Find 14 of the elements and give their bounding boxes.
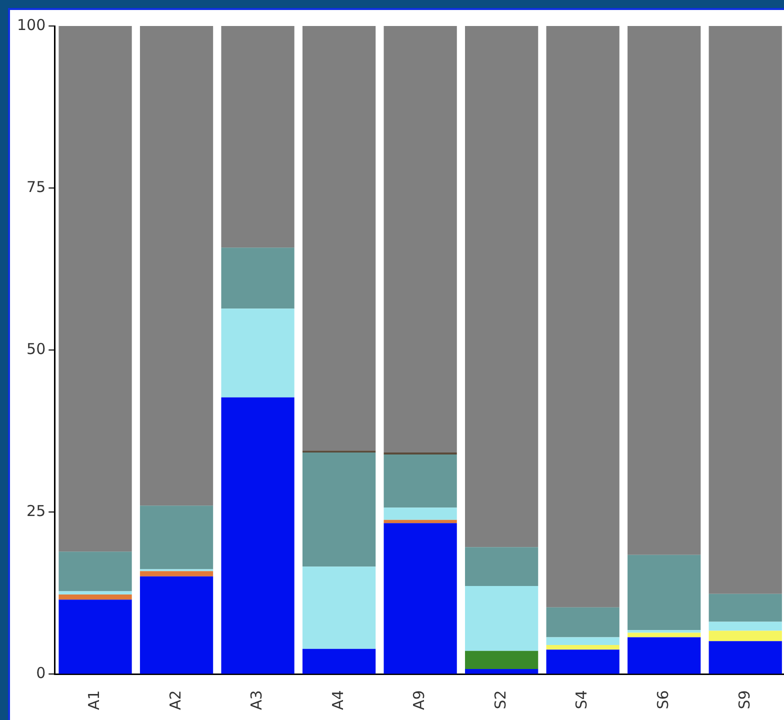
x-tick-label: A1 (85, 690, 104, 710)
y-tick-label: 100 (16, 16, 46, 34)
x-tick-label: A3 (248, 690, 266, 710)
x-tick-label: S4 (572, 690, 591, 710)
y-tick-label: 75 (26, 178, 46, 196)
x-tick-label: A2 (166, 690, 184, 710)
y-tick-label: 0 (36, 664, 46, 682)
y-tick-label: 50 (26, 340, 46, 358)
x-tick-label: A4 (328, 690, 347, 710)
x-tick-label: S6 (654, 690, 672, 710)
x-tick-label: S2 (491, 690, 510, 710)
y-tick-label: 25 (26, 502, 46, 520)
x-tick-label: A9 (410, 690, 428, 710)
x-tick-label: S9 (735, 690, 754, 710)
